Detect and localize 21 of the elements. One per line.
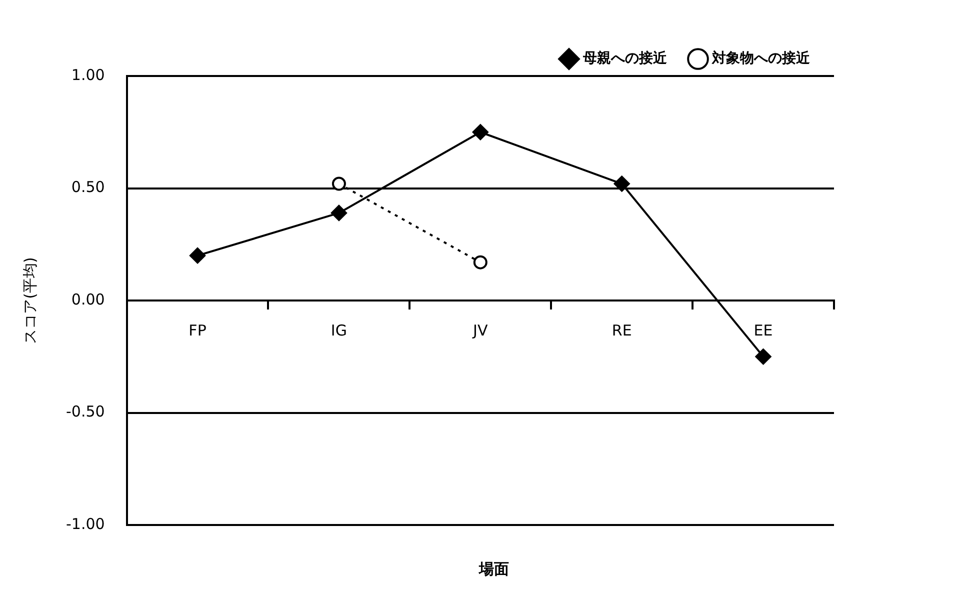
y-tick-label: 0.00 xyxy=(71,290,105,308)
point xyxy=(755,348,772,365)
legend-label: 対象物への接近 xyxy=(711,50,811,67)
point xyxy=(472,124,488,140)
y-tick-label: -0.50 xyxy=(66,402,105,421)
point xyxy=(473,255,488,270)
point xyxy=(614,176,630,192)
y-tick-label: 1.00 xyxy=(71,66,105,84)
x-tick-label: JV xyxy=(472,321,488,340)
x-tick-label: FP xyxy=(188,321,206,340)
x-axis-title: 場面 xyxy=(478,560,510,579)
point xyxy=(330,204,347,221)
y-tick-label: 0.50 xyxy=(71,178,105,196)
y-tick-label: -1.00 xyxy=(66,514,105,533)
point xyxy=(332,176,346,191)
point xyxy=(190,248,206,264)
x-tick-label: EE xyxy=(754,321,773,340)
x-tick-label: IG xyxy=(330,321,347,340)
legend-label: 母親への接近 xyxy=(582,50,668,67)
y-axis-title: スコア(平均) xyxy=(20,257,39,344)
x-tick-label: RE xyxy=(612,321,632,340)
